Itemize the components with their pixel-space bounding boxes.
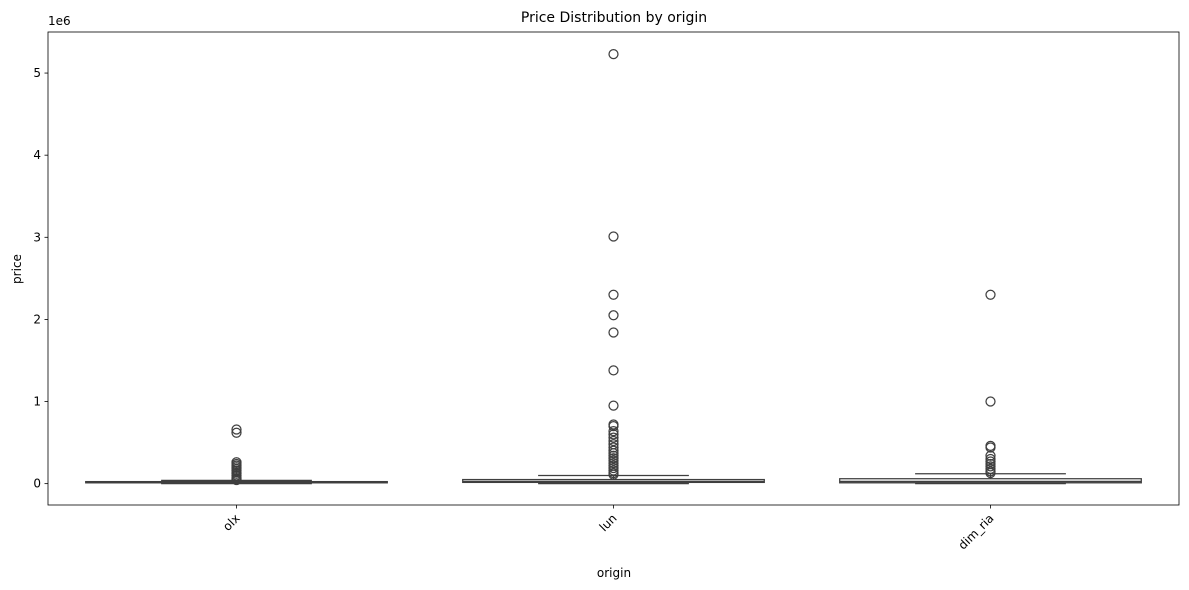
outlier-point-lun: [608, 310, 619, 321]
outlier-point-dim-ria: [985, 450, 996, 461]
box-dim-ria: [839, 478, 1142, 484]
y-axis-label: price: [10, 254, 24, 284]
outlier-point-lun: [608, 429, 619, 440]
outlier-point-olx: [231, 424, 242, 435]
outlier-point-dim-ria: [985, 442, 996, 453]
plot-frame: [47, 31, 1180, 506]
outlier-point-lun: [608, 457, 619, 469]
outlier-point-lun: [608, 365, 619, 376]
outlier-point-lun: [608, 49, 619, 60]
x-tick-label-olx: olx: [220, 511, 242, 533]
outlier-point-dim-ria: [985, 456, 996, 467]
y-tick-label: 5: [33, 66, 41, 80]
outlier-point-lun: [608, 453, 619, 464]
outlier-point-dim-ria: [985, 289, 996, 300]
outlier-point-lun: [608, 435, 619, 447]
outlier-point-lun: [608, 400, 619, 411]
y-tick-label: 1: [33, 395, 41, 409]
y-tick-label: 4: [33, 148, 41, 162]
y-tick-label: 2: [33, 312, 41, 326]
outlier-point-olx: [231, 427, 242, 438]
outlier-point-olx: [231, 474, 242, 486]
outlier-point-lun: [608, 469, 619, 480]
outlier-point-lun: [608, 450, 619, 461]
x-tick-label-dim-ria: dim_ria: [955, 511, 996, 552]
x-axis-label: origin: [597, 566, 631, 580]
outlier-point-lun: [608, 425, 619, 437]
outlier-point-lun: [608, 289, 619, 300]
outlier-point-lun: [608, 231, 619, 242]
outlier-point-lun: [608, 465, 619, 476]
outlier-point-dim-ria: [985, 463, 996, 474]
outlier-point-lun: [608, 327, 619, 338]
outlier-point-lun: [608, 448, 619, 459]
outlier-point-lun: [608, 421, 619, 432]
outlier-point-lun: [608, 445, 619, 456]
outlier-point-dim-ria: [985, 461, 996, 472]
outlier-point-lun: [608, 432, 619, 443]
y-axis-offset-label: 1e6: [48, 14, 71, 28]
chart-title: Price Distribution by origin: [521, 10, 707, 26]
plot-area: [85, 49, 1142, 486]
y-tick-label: 3: [33, 230, 41, 244]
outlier-point-dim-ria: [985, 453, 996, 465]
outlier-point-lun: [608, 442, 619, 453]
outlier-point-lun: [608, 455, 619, 466]
outlier-point-dim-ria: [985, 396, 996, 407]
y-tick-label: 0: [33, 477, 41, 491]
x-tick-label-lun: lun: [597, 511, 620, 534]
outlier-point-lun: [608, 462, 619, 474]
outlier-point-dim-ria: [985, 467, 996, 479]
